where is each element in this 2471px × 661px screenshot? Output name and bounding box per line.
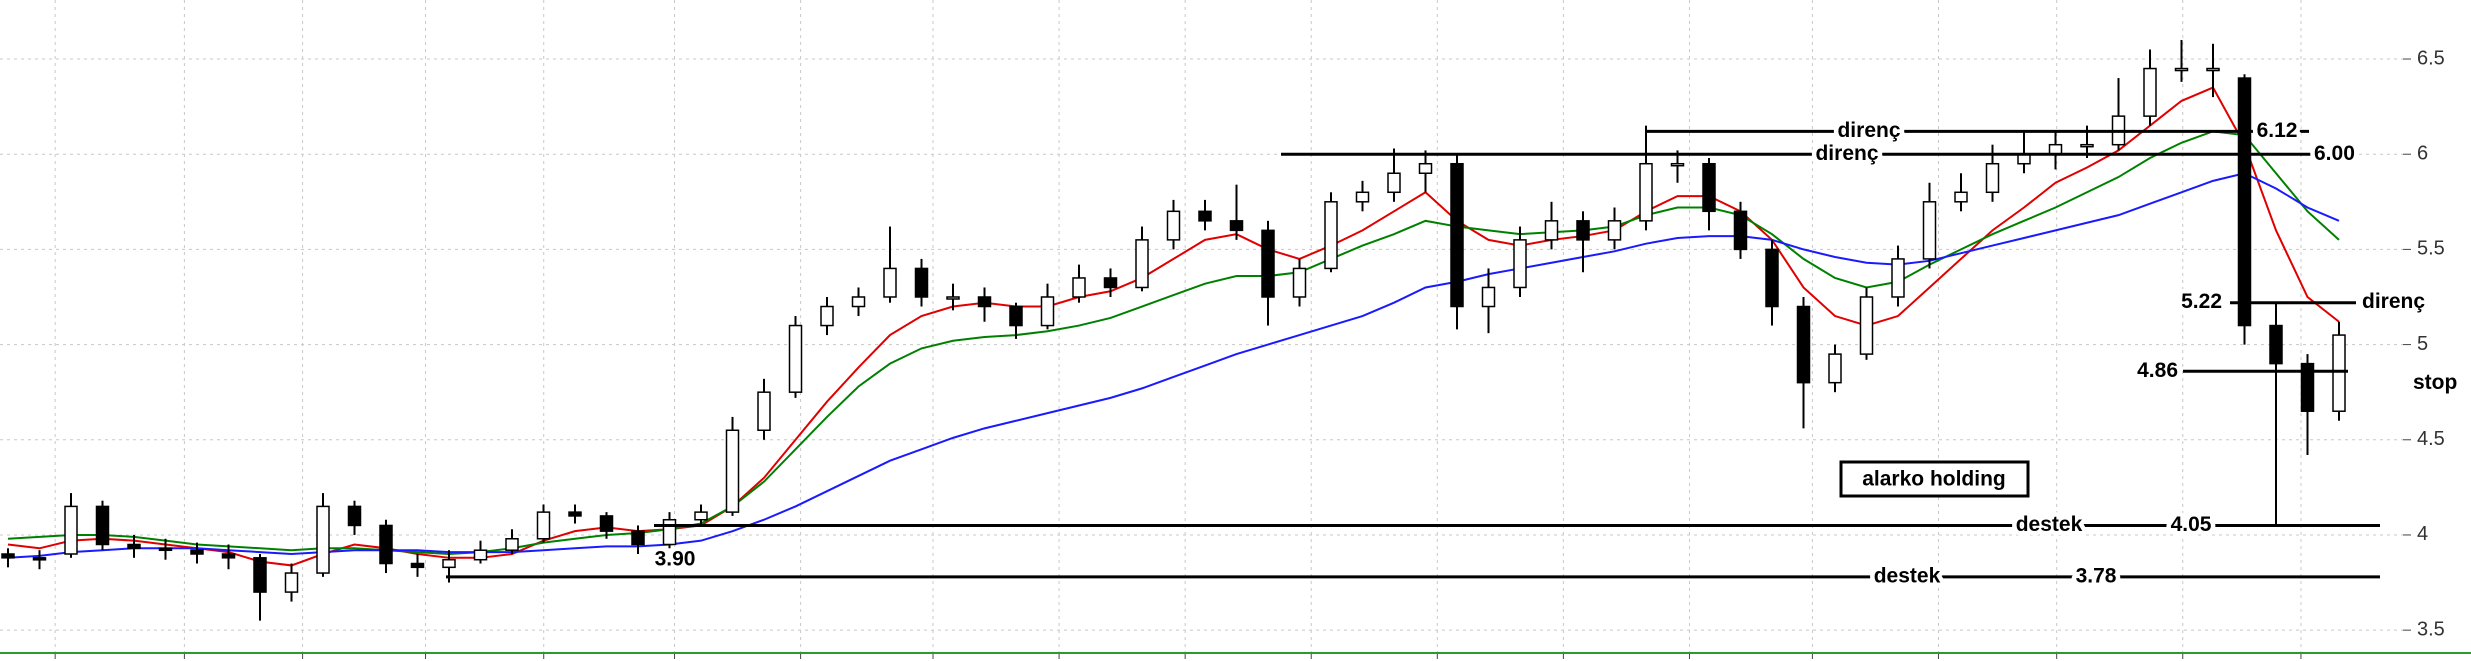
candle-body	[1544, 220, 1559, 241]
candle-body	[1103, 277, 1118, 289]
candle-body	[410, 562, 425, 569]
annotation: alarko holding	[1862, 468, 2006, 491]
y-tick-label: 6	[2417, 142, 2428, 164]
candle-body	[1922, 201, 1937, 260]
candle-body	[1985, 162, 2000, 194]
candle-body	[1166, 210, 1181, 241]
candle-body	[379, 524, 393, 565]
candle-body	[442, 558, 456, 569]
candle-body	[347, 505, 362, 527]
candle-body	[1450, 162, 1464, 308]
candle-body	[1324, 201, 1338, 270]
y-tick-label: 5	[2417, 333, 2428, 355]
candle-body	[788, 324, 803, 393]
candle-body	[725, 429, 740, 513]
candle-body	[64, 505, 78, 555]
level-label: direnç	[2362, 290, 2425, 313]
y-tick-label: 5.5	[2417, 238, 2445, 260]
candle-body	[158, 547, 173, 552]
y-tick-label: 3.5	[2417, 618, 2445, 640]
level-price: 6.12	[2257, 119, 2298, 142]
candle-body	[316, 505, 330, 574]
level-price: 4.86	[2137, 359, 2178, 382]
y-tick-label: 6.5	[2417, 47, 2445, 69]
candle-body	[1072, 277, 1086, 298]
level-label: direnç	[1815, 142, 1878, 165]
candle-body	[1796, 305, 1811, 384]
candle-body	[505, 538, 519, 551]
candle-body	[1387, 172, 1401, 194]
candle-body	[127, 543, 141, 550]
candle-body	[2080, 143, 2094, 148]
candle-body	[1670, 162, 1685, 167]
candle-body	[977, 296, 992, 308]
candle-body	[190, 549, 204, 555]
plot: direnç 6.12 direnç 6.00 direnç 5.22 stop 4.86 de…	[1, 39, 2462, 621]
candle-body	[1733, 210, 1748, 251]
candle-body	[1198, 210, 1212, 222]
candle-body	[1576, 220, 1590, 241]
candle-body	[1, 553, 15, 559]
moving-average	[7, 172, 2340, 559]
candle-body	[2174, 67, 2189, 72]
candle-body	[662, 518, 677, 546]
candle-body	[1040, 296, 1055, 327]
price-note: 3.90	[655, 548, 696, 571]
candle-body	[1702, 162, 1716, 213]
candle-body	[32, 557, 47, 561]
candle-body	[536, 511, 551, 540]
level-label: destek	[1874, 564, 1941, 587]
candle-body	[2143, 67, 2157, 117]
y-tick-label: 4.5	[2417, 428, 2445, 450]
candle-body	[1891, 258, 1905, 298]
candle-body	[1765, 248, 1779, 308]
candle-body	[1859, 296, 1874, 355]
candle-body	[95, 505, 110, 546]
candle-body	[1009, 305, 1023, 327]
candle-body	[1828, 353, 1842, 384]
candle-body	[2332, 334, 2346, 412]
level-price: 3.78	[2076, 564, 2117, 587]
level-price: 5.22	[2181, 290, 2222, 313]
candle-body	[914, 267, 929, 298]
candle-body	[599, 515, 614, 532]
candle-body	[694, 511, 708, 521]
level-label: destek	[2016, 513, 2083, 536]
candle-body	[1954, 191, 1968, 203]
candle-body	[883, 267, 897, 298]
candle-body	[631, 530, 645, 546]
candle-body	[253, 557, 267, 593]
candle-body	[568, 511, 582, 517]
annotation-box	[1839, 460, 2030, 498]
candle-body	[1229, 220, 1244, 232]
level-price: 4.05	[2171, 513, 2212, 536]
candle-body	[1607, 220, 1622, 241]
candle-body	[1481, 286, 1496, 308]
candle-body	[1135, 239, 1149, 289]
candle-body	[2206, 67, 2220, 72]
candle-body	[284, 572, 299, 593]
candle-body	[851, 296, 866, 308]
level-label: stop	[2413, 371, 2457, 394]
candle-body	[1513, 239, 1527, 289]
level-label: direnç	[1837, 119, 1900, 142]
candle-body	[1639, 162, 1653, 222]
candle-body	[946, 296, 960, 300]
candle-body	[1292, 267, 1307, 298]
candle-body	[820, 305, 834, 327]
candle-body	[1261, 229, 1275, 298]
candle-body	[2237, 77, 2252, 327]
candle-body	[2300, 362, 2315, 412]
candle-body	[473, 549, 488, 561]
candle-body	[2269, 324, 2283, 365]
candle-body	[757, 391, 771, 432]
y-tick-label: 4	[2417, 523, 2428, 545]
candle-body	[1418, 162, 1433, 174]
candle-body	[1355, 191, 1370, 203]
level-price: 6.00	[2314, 142, 2355, 165]
candle-body	[221, 553, 236, 559]
